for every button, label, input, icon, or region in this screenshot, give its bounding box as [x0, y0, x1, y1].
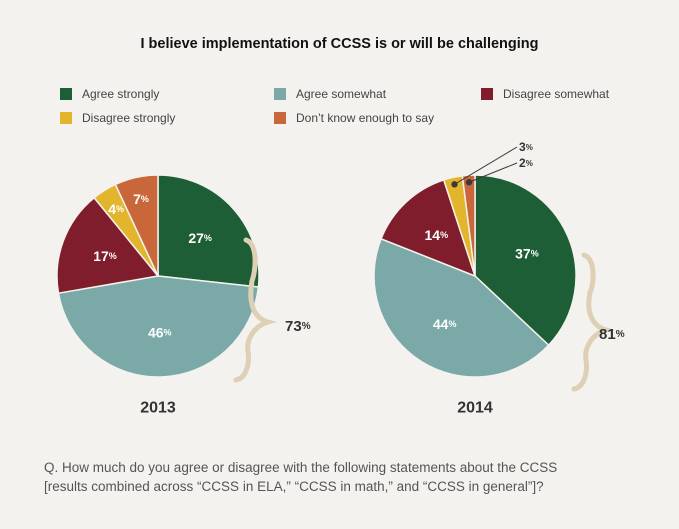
legend-label-agree-strongly: Agree strongly	[82, 87, 160, 101]
pie-slice-2013-disagree-somewhat	[56, 196, 160, 295]
chart-title: I believe implementation of CCSS is or w…	[140, 36, 539, 52]
agree-brace-2013	[233, 237, 278, 383]
slice-label-2014-agree-somewhat: 44%	[433, 316, 457, 332]
legend-label-disagree-somewhat: Disagree somewhat	[503, 87, 610, 101]
legend-item-agree-somewhat: Agree somewhat	[274, 86, 386, 102]
year-label-2013: 2013	[140, 400, 176, 417]
legend-swatch-agree-somewhat	[274, 88, 286, 100]
legend-item-disagree-somewhat: Disagree somewhat	[481, 86, 609, 102]
pie-slice-2014-dont-know	[461, 174, 476, 277]
year-label-2014: 2014	[457, 400, 493, 417]
survey-question: Q. How much do you agree or disagree wit…	[44, 458, 664, 496]
legend-label-disagree-strongly: Disagree strongly	[82, 111, 176, 125]
slice-label-2013-disagree-somewhat: 17%	[93, 248, 117, 264]
slice-label-2014-agree-strongly: 37%	[515, 246, 539, 262]
callout-label-2014-dont-know: 2%	[519, 156, 533, 170]
question-line-1: Q. How much do you agree or disagree wit…	[44, 460, 558, 475]
legend-item-disagree-strongly: Disagree strongly	[60, 110, 175, 126]
pie-slice-2014-agree-strongly	[474, 174, 577, 347]
slice-label-2014-disagree-somewhat: 14%	[424, 227, 448, 243]
slice-label-2013-agree-strongly: 27%	[188, 230, 212, 246]
callout-dot-2014-dont-know	[465, 179, 473, 186]
legend-label-dont-know: Don’t know enough to say	[296, 111, 435, 125]
callout-label-2014-disagree-strongly: 3%	[519, 140, 533, 154]
pie-slice-2013-dont-know	[114, 174, 159, 277]
pie-slice-2013-agree-somewhat	[57, 275, 260, 378]
legend-label-agree-somewhat: Agree somewhat	[296, 87, 387, 101]
legend-swatch-disagree-strongly	[60, 112, 72, 124]
pie-slice-2014-agree-somewhat	[373, 237, 550, 378]
legend-swatch-dont-know	[274, 112, 286, 124]
agree-brace-2014	[571, 252, 616, 392]
combined-agree-2013: 73%	[285, 318, 311, 335]
slice-label-2013-agree-somewhat: 46%	[148, 325, 172, 341]
legend-item-agree-strongly: Agree strongly	[60, 86, 159, 102]
callout-line-2014-dont-know	[468, 162, 518, 183]
slice-label-2013-dont-know: 7%	[133, 191, 149, 207]
pie-slice-2013-agree-strongly	[157, 174, 260, 288]
legend-swatch-disagree-somewhat	[481, 88, 493, 100]
legend-item-dont-know: Don’t know enough to say	[274, 110, 434, 126]
callout-line-2014-disagree-strongly	[454, 146, 518, 185]
callout-dot-2014-disagree-strongly	[451, 181, 458, 188]
combined-agree-2014: 81%	[599, 326, 625, 343]
slice-label-2013-disagree-strongly: 4%	[108, 201, 124, 217]
legend-swatch-agree-strongly	[60, 88, 72, 100]
question-line-2: [results combined across “CCSS in ELA,” …	[44, 479, 544, 494]
